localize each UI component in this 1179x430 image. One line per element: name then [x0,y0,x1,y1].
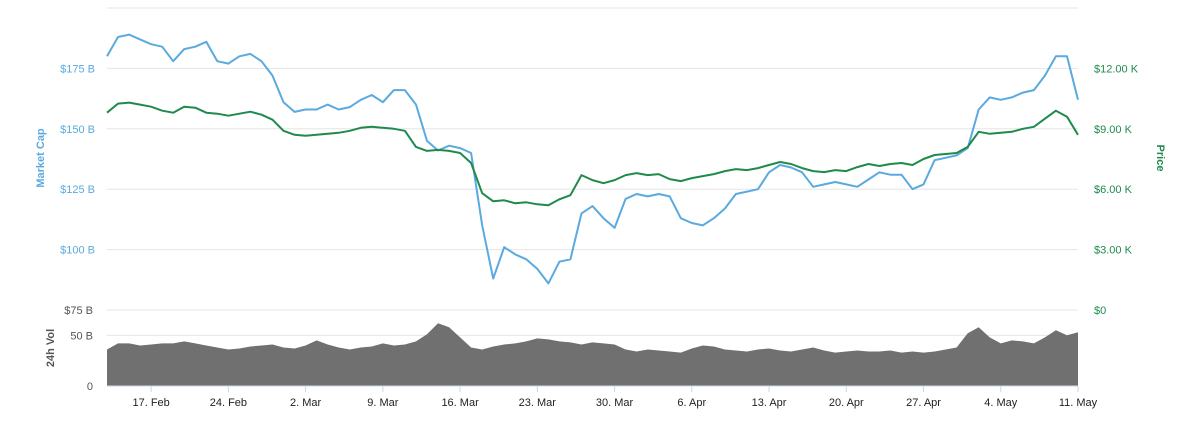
volume-axis-ticks: 0 50 B $75 B [64,305,93,393]
x-tick-label: 30. Mar [596,397,634,409]
volume-axis-title: 24h Vol [45,329,57,367]
x-tick-label: 27. Apr [906,397,941,409]
x-tick-label: 20. Apr [829,397,864,409]
x-tick-label: 6. Apr [677,397,706,409]
price-axis-title: Price [1154,145,1166,172]
price-tick-label: $6.00 K [1094,184,1133,196]
price-tick-label: $0 [1094,305,1106,317]
price-tick-label: $3.00 K [1094,245,1133,257]
price-tick-label: $12.00 K [1094,63,1139,75]
x-tick-label: 4. May [984,397,1018,409]
volume-area [107,323,1078,386]
price-axis-ticks: $0 $3.00 K $6.00 K $9.00 K $12.00 K [1094,63,1139,317]
price-tick-label: $9.00 K [1094,124,1133,136]
market-cap-axis-ticks: $100 B $125 B $150 B $175 B [60,63,95,256]
x-tick-label: 24. Feb [210,397,247,409]
market-cap-tick-label: $175 B [60,63,95,75]
x-tick-label: 2. Mar [290,397,322,409]
volume-tick-label: 0 [87,381,93,393]
market-cap-tick-label: $100 B [60,245,95,257]
x-tick-label: 11. May [1059,397,1098,409]
x-tick-label: 9. Mar [367,397,399,409]
market-cap-axis-title: Market Cap [35,128,47,188]
x-axis-ticks: 17. Feb 24. Feb 2. Mar 9. Mar 16. Mar 23. Mar… [132,386,1098,409]
volume-tick-label: $75 B [64,305,93,317]
price-line [106,101,1079,207]
x-tick-label: 23. Mar [519,397,557,409]
main-gridlines [107,7,1078,311]
x-tick-label: 17. Feb [132,397,169,409]
x-tick-label: 16. Mar [441,397,479,409]
x-tick-label: 13. Apr [752,397,787,409]
volume-tick-label: 50 B [70,330,93,342]
market-cap-tick-label: $125 B [60,184,95,196]
market-cap-line [106,33,1079,285]
market-cap-tick-label: $150 B [60,124,95,136]
